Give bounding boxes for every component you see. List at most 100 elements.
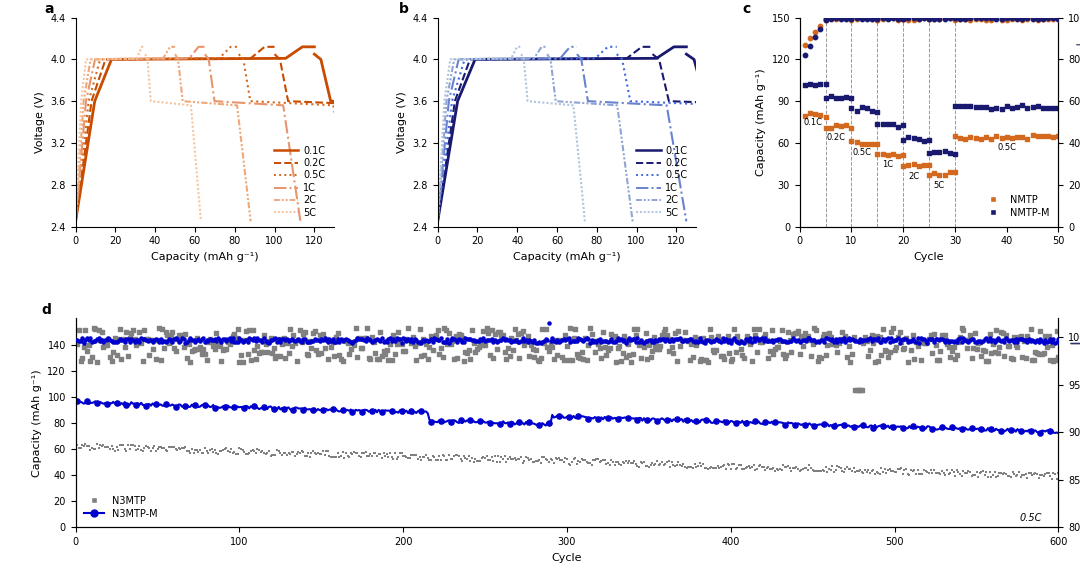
Point xyxy=(834,328,851,337)
Point xyxy=(853,13,870,23)
Point xyxy=(868,467,886,476)
Point xyxy=(812,21,829,30)
Point xyxy=(418,335,435,345)
Point xyxy=(688,417,705,426)
Point xyxy=(347,335,364,344)
Point xyxy=(123,329,140,338)
Point xyxy=(711,335,728,344)
Point xyxy=(917,336,934,346)
Point xyxy=(501,352,518,361)
Point xyxy=(740,461,757,471)
Point xyxy=(316,333,334,343)
Point xyxy=(510,329,527,339)
Point xyxy=(1002,472,1020,482)
Point xyxy=(943,466,960,475)
Point xyxy=(1039,15,1056,24)
Point xyxy=(816,15,834,25)
Point xyxy=(225,333,242,343)
Point xyxy=(784,464,801,473)
Point xyxy=(144,344,161,353)
Point xyxy=(879,14,896,23)
Point xyxy=(946,15,963,24)
Point xyxy=(931,15,948,24)
Point xyxy=(577,334,594,343)
Point xyxy=(894,469,912,479)
Point xyxy=(657,325,674,334)
Point xyxy=(485,337,502,346)
Point xyxy=(302,336,320,346)
Point xyxy=(789,335,807,345)
Point xyxy=(894,335,912,344)
Point xyxy=(190,334,207,343)
Point xyxy=(859,13,876,23)
Point xyxy=(419,336,436,346)
Point xyxy=(470,342,487,352)
Point xyxy=(409,338,427,347)
Point xyxy=(105,444,122,454)
Point xyxy=(187,400,204,410)
Point xyxy=(530,337,548,346)
Point xyxy=(365,338,382,347)
Point xyxy=(1015,471,1032,480)
Point xyxy=(632,457,649,466)
Point xyxy=(915,13,932,23)
Point xyxy=(330,452,348,462)
Legend: 0.1C, 0.2C, 0.5C, 1C, 2C, 5C: 0.1C, 0.2C, 0.5C, 1C, 2C, 5C xyxy=(633,142,691,222)
Point xyxy=(659,457,676,466)
Point xyxy=(796,421,813,430)
Point xyxy=(542,454,559,464)
Point xyxy=(1017,353,1035,362)
Point xyxy=(894,15,912,24)
Point xyxy=(534,453,551,462)
Point xyxy=(609,333,626,343)
Point xyxy=(231,334,248,343)
Point xyxy=(894,344,912,353)
Point xyxy=(391,334,408,343)
Point xyxy=(239,338,256,347)
Point xyxy=(954,424,971,434)
Point xyxy=(134,446,151,455)
Point xyxy=(666,462,684,471)
Point xyxy=(245,446,262,455)
Point xyxy=(604,338,621,347)
Point xyxy=(588,338,605,347)
Point xyxy=(543,333,561,343)
Point xyxy=(1003,13,1021,23)
Point xyxy=(168,334,186,343)
Point xyxy=(611,341,629,350)
Point xyxy=(523,340,540,350)
Point xyxy=(103,356,120,366)
Point xyxy=(260,336,278,346)
Point xyxy=(1034,349,1051,358)
Point xyxy=(796,40,813,49)
Point xyxy=(660,456,677,466)
Point xyxy=(153,443,171,452)
Point xyxy=(964,470,982,479)
Point xyxy=(923,424,941,434)
Point xyxy=(733,464,751,473)
Point xyxy=(926,147,943,156)
Point xyxy=(1009,337,1026,346)
Point xyxy=(761,336,779,346)
Point xyxy=(650,344,667,353)
Point xyxy=(797,464,814,473)
Point xyxy=(316,343,334,352)
Point xyxy=(190,447,207,456)
Point xyxy=(843,466,861,476)
Point xyxy=(133,338,150,347)
Point xyxy=(201,446,218,455)
Point xyxy=(650,461,667,470)
Text: 0.1C: 0.1C xyxy=(804,118,822,127)
Point xyxy=(879,119,896,128)
Point xyxy=(619,413,636,423)
Point xyxy=(717,417,734,427)
Point xyxy=(673,336,690,345)
Point xyxy=(72,443,90,452)
Point xyxy=(478,323,496,333)
Point xyxy=(868,15,886,24)
Point xyxy=(642,352,659,362)
Point xyxy=(662,334,679,343)
Point xyxy=(264,348,281,357)
Point xyxy=(156,343,173,353)
Point xyxy=(868,119,886,128)
